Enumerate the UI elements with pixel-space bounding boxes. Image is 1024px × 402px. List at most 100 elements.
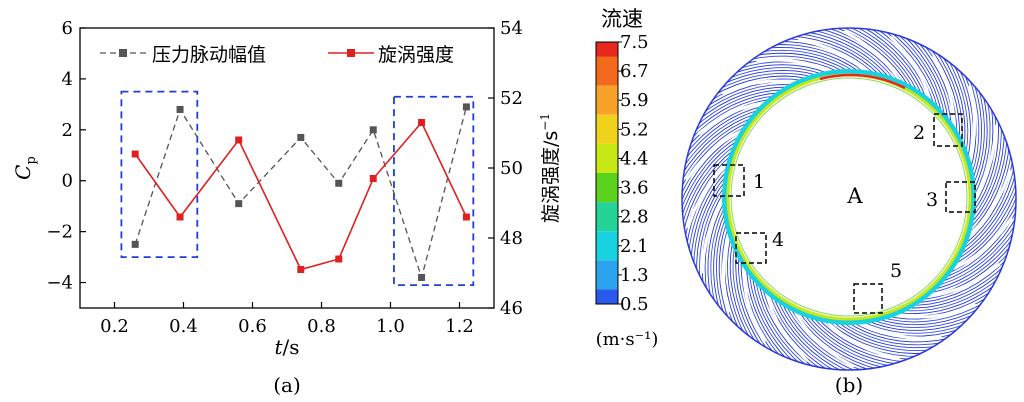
data-point xyxy=(462,103,470,111)
inner-region xyxy=(730,77,968,317)
y-right-tick-label: 50 xyxy=(500,158,523,179)
colorbar-band xyxy=(596,85,618,115)
colorbar-tick-label: 2.1 xyxy=(620,236,649,257)
data-point xyxy=(335,255,343,263)
data-point xyxy=(335,179,343,187)
data-point xyxy=(235,136,243,144)
y-left-tick-label: 0 xyxy=(62,171,73,192)
legend-item-pressure: 压力脉动幅值 xyxy=(100,44,266,66)
streamline xyxy=(823,312,935,352)
x-tick-label: 0.8 xyxy=(307,316,336,337)
y-left-tick-label: 6 xyxy=(62,18,73,39)
colorbar-band xyxy=(596,202,618,232)
data-point xyxy=(235,200,243,208)
series-lines xyxy=(134,106,468,280)
region-label-5: 5 xyxy=(890,260,902,282)
legend-label-vortex: 旋涡强度 xyxy=(378,44,454,66)
x-axis-label: t/s xyxy=(274,335,299,359)
legend-item-vortex: 旋涡强度 xyxy=(328,44,454,66)
streamline xyxy=(827,313,941,349)
y-axis-right-label: 旋涡强度/s−1 xyxy=(538,113,562,223)
data-point xyxy=(418,273,426,281)
legend-label-pressure: 压力脉动幅值 xyxy=(152,44,266,66)
x-tick-label: 0.6 xyxy=(238,316,267,337)
center-label-a: A xyxy=(846,184,863,208)
plot-frame xyxy=(79,27,495,309)
region-box-2 xyxy=(933,113,963,147)
colorbar-ticks: 7.5 6.7 5.9 5.2 4.4 3.6 2.8 2.1 1.3 0.5 xyxy=(618,32,649,315)
streamline xyxy=(832,314,947,346)
y-left-tick-label: 4 xyxy=(62,69,73,90)
x-tick-label: 1.2 xyxy=(445,316,474,337)
colorbar: 流速 7.5 6.7 5.9 5.2 4.4 3.6 2.8 2.1 1.3 0.5 (m·s⁻¹… xyxy=(595,7,659,350)
data-point xyxy=(297,266,305,273)
panel-b-flow-field: A 1 2 3 4 5 (b) xyxy=(681,27,1017,397)
legend: 压力脉动幅值 旋涡强度 xyxy=(100,44,454,66)
region-label-4: 4 xyxy=(772,229,784,251)
colorbar-band xyxy=(596,289,618,304)
y-right-tick-label: 46 xyxy=(500,298,523,319)
colorbar-tick-label: 1.3 xyxy=(620,265,649,286)
y-left-tick-label: −2 xyxy=(46,222,73,243)
data-point xyxy=(418,119,426,126)
data-point xyxy=(176,105,184,113)
series-points xyxy=(131,103,470,281)
y-left-tick-label: −4 xyxy=(46,273,73,294)
colorbar-tick-label: 5.2 xyxy=(620,119,649,140)
y-right-tick-label: 48 xyxy=(500,228,523,249)
region-label-1: 1 xyxy=(753,171,765,193)
y-axis-left-label: Cp xyxy=(11,156,39,180)
y-left-tick-label: 2 xyxy=(62,120,73,141)
blade-gap xyxy=(762,281,809,362)
colorbar-tick-label: 4.4 xyxy=(620,148,649,169)
colorbar-tick-label: 7.5 xyxy=(620,32,649,53)
colorbar-unit: (m·s⁻¹) xyxy=(596,329,659,350)
region-box-5 xyxy=(853,283,883,314)
blade-gap xyxy=(886,303,977,319)
colorbar-tick-label: 3.6 xyxy=(620,178,649,199)
x-tick-label: 0.2 xyxy=(100,316,129,337)
data-point xyxy=(131,240,139,248)
x-tick-label: 1.0 xyxy=(376,316,405,337)
colorbar-tick-label: 2.8 xyxy=(620,207,649,228)
blade-gap xyxy=(916,263,1001,299)
colorbar-bands xyxy=(596,42,618,304)
region-label-3: 3 xyxy=(926,189,938,211)
colorbar-band xyxy=(596,114,618,144)
region-box-3 xyxy=(945,181,976,213)
blade-gap xyxy=(789,302,855,368)
data-point xyxy=(369,126,377,134)
blade-gap xyxy=(853,317,942,340)
highlight-boxes xyxy=(120,90,475,286)
colorbar-frame xyxy=(595,41,619,305)
x-tick-label: 0.4 xyxy=(169,316,198,337)
colorbar-band xyxy=(596,143,618,173)
y-right-tick-label: 54 xyxy=(500,18,523,39)
colorbar-band xyxy=(596,231,618,261)
data-point xyxy=(462,213,470,221)
region-label-2: 2 xyxy=(913,122,925,144)
colorbar-title: 流速 xyxy=(601,7,643,31)
data-point xyxy=(369,175,377,182)
panel-label-b: (b) xyxy=(835,373,863,397)
colorbar-tick-label: 6.7 xyxy=(620,61,649,82)
colorbar-band xyxy=(596,173,618,203)
colorbar-tick-label: 0.5 xyxy=(620,294,649,315)
blade-gap xyxy=(820,314,901,360)
y-right-tick-label: 52 xyxy=(500,88,523,109)
data-point xyxy=(131,150,139,158)
inner-ring-red-arc-upper xyxy=(819,73,906,90)
data-point xyxy=(297,133,305,141)
colorbar-tick-label: 5.9 xyxy=(620,90,649,111)
region-box-4 xyxy=(735,232,767,264)
inner-ring-cyan xyxy=(722,69,976,325)
streamline xyxy=(837,314,952,343)
region-box-1 xyxy=(713,164,745,197)
data-point xyxy=(176,213,184,221)
colorbar-band xyxy=(596,260,618,290)
series-line-1 xyxy=(134,121,468,271)
panel-label-a: (a) xyxy=(273,373,301,397)
